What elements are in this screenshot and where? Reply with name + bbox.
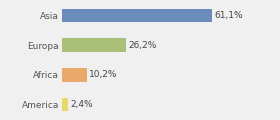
- Text: 2,4%: 2,4%: [70, 100, 93, 109]
- Bar: [62, 68, 87, 82]
- Bar: [62, 9, 212, 22]
- Text: 26,2%: 26,2%: [129, 41, 157, 50]
- Bar: [62, 98, 67, 111]
- Bar: [62, 38, 126, 52]
- Text: 61,1%: 61,1%: [214, 11, 243, 20]
- Text: 10,2%: 10,2%: [89, 70, 118, 79]
